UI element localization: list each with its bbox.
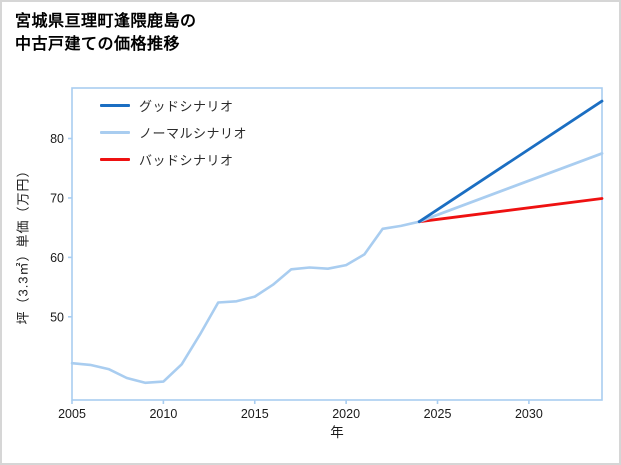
legend-label-good: グッドシナリオ bbox=[139, 99, 234, 114]
legend-label-normal: ノーマルシナリオ bbox=[139, 126, 248, 141]
legend: グッドシナリオ ノーマルシナリオ バッドシナリオ bbox=[100, 92, 247, 173]
svg-text:80: 80 bbox=[50, 132, 64, 146]
legend-item-bad: バッドシナリオ bbox=[100, 146, 247, 173]
svg-text:2010: 2010 bbox=[149, 407, 177, 421]
svg-text:2005: 2005 bbox=[58, 407, 86, 421]
chart-title: 宮城県亘理町逢隈鹿島の 中古戸建ての価格推移 bbox=[15, 10, 197, 56]
svg-text:2030: 2030 bbox=[515, 407, 543, 421]
legend-line-normal-icon bbox=[100, 131, 130, 134]
svg-text:50: 50 bbox=[50, 310, 64, 324]
legend-item-good: グッドシナリオ bbox=[100, 92, 247, 119]
svg-text:60: 60 bbox=[50, 251, 64, 265]
svg-text:2015: 2015 bbox=[241, 407, 269, 421]
svg-text:2020: 2020 bbox=[332, 407, 360, 421]
legend-label-bad: バッドシナリオ bbox=[139, 153, 234, 168]
chart-title-line1: 宮城県亘理町逢隈鹿島の bbox=[15, 13, 197, 30]
svg-text:70: 70 bbox=[50, 191, 64, 205]
legend-line-good-icon bbox=[100, 104, 130, 107]
legend-item-normal: ノーマルシナリオ bbox=[100, 119, 247, 146]
svg-text:2025: 2025 bbox=[424, 407, 452, 421]
x-axis-label: 年 bbox=[330, 425, 344, 440]
chart-title-line2: 中古戸建ての価格推移 bbox=[15, 36, 181, 54]
legend-line-bad-icon bbox=[100, 158, 130, 161]
